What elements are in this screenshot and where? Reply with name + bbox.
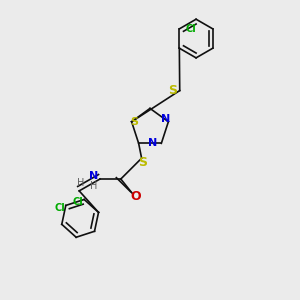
Text: Cl: Cl xyxy=(73,197,84,207)
Text: S: S xyxy=(130,117,139,127)
Text: Cl: Cl xyxy=(185,24,196,34)
Text: Cl: Cl xyxy=(55,203,65,213)
Text: N: N xyxy=(89,171,99,181)
Text: S: S xyxy=(139,156,148,169)
Text: S: S xyxy=(168,84,177,97)
Text: H: H xyxy=(90,182,98,191)
Text: N: N xyxy=(161,114,170,124)
Text: H: H xyxy=(77,178,84,188)
Text: N: N xyxy=(148,138,157,148)
Text: O: O xyxy=(130,190,141,203)
